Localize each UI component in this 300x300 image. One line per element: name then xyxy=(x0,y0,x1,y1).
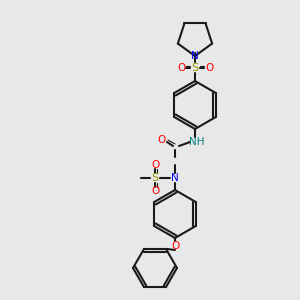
Text: O: O xyxy=(205,63,213,73)
Text: S: S xyxy=(191,63,199,73)
Text: S: S xyxy=(152,173,159,183)
Text: O: O xyxy=(177,63,185,73)
Text: NH: NH xyxy=(189,137,205,147)
Text: N: N xyxy=(171,173,179,183)
Text: O: O xyxy=(171,241,179,251)
Text: O: O xyxy=(151,160,159,170)
Text: O: O xyxy=(151,186,159,196)
Text: O: O xyxy=(158,135,166,145)
Text: N: N xyxy=(191,51,199,61)
